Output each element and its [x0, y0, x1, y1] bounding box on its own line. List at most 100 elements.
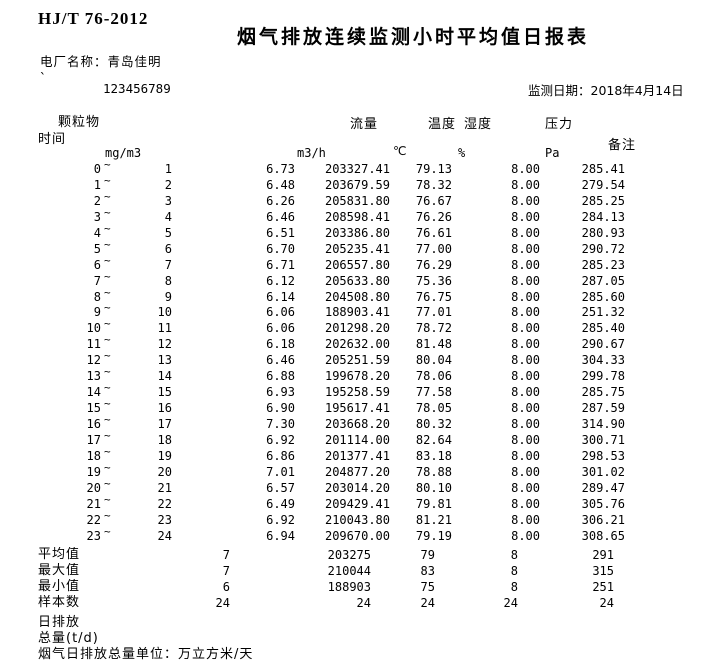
- pressure-cell: 301.02: [581, 464, 625, 479]
- pressure-cell: 251.32: [581, 305, 625, 320]
- hour-end-cell: 7: [164, 257, 172, 272]
- table-row: 18 ~19 6.86 201377.41 83.18 8.00 298.53: [0, 449, 726, 465]
- flow-cell: 188903.41: [324, 305, 390, 320]
- humidity-cell: 8.00: [511, 401, 540, 416]
- tilde-mark: ~: [104, 162, 111, 171]
- flow-cell: 204877.20: [324, 464, 390, 479]
- table-row: 12 ~13 6.46 205251.59 80.04 8.00 304.33: [0, 353, 726, 369]
- temp-cell: 81.21: [415, 512, 452, 527]
- dust-cell: 6.06: [266, 305, 295, 320]
- table-row: 3 ~4 6.46 208598.41 76.26 8.00 284.13: [0, 210, 726, 226]
- hour-start-cell: 4: [93, 225, 101, 240]
- dust-cell: 6.92: [266, 512, 295, 527]
- hour-end-cell: 2: [164, 177, 172, 192]
- hour-end-cell: 6: [164, 241, 172, 256]
- column-header-flow: 流量: [350, 117, 379, 132]
- humidity-cell: 8.00: [511, 480, 540, 495]
- temp-cell: 77.58: [415, 385, 452, 400]
- hour-end-cell: 10: [157, 305, 172, 320]
- summary-value: 6: [222, 580, 230, 594]
- flow-cell: 206557.80: [324, 257, 390, 272]
- remark-cell: [625, 305, 726, 321]
- pressure-cell: 306.21: [581, 512, 625, 527]
- hour-start-cell: 19: [86, 464, 101, 479]
- remark-cell: [625, 385, 726, 401]
- hour-start-cell: 23: [86, 528, 101, 543]
- summary-value: 315: [592, 564, 614, 578]
- table-row: 19 ~20 7.01 204877.20 78.88 8.00 301.02: [0, 465, 726, 481]
- flow-cell: 208598.41: [324, 209, 390, 224]
- remark-cell: [625, 353, 726, 369]
- pressure-cell: 285.25: [581, 193, 625, 208]
- hour-end-cell: 24: [157, 528, 172, 543]
- tilde-cell: ~: [101, 290, 114, 306]
- tilde-mark: ~: [104, 369, 111, 379]
- summary-value: 291: [592, 548, 614, 562]
- dust-cell: 6.70: [266, 241, 295, 256]
- flow-cell: 210043.80: [324, 512, 390, 527]
- humidity-cell: 8.00: [511, 321, 540, 336]
- temp-cell: 76.67: [415, 193, 452, 208]
- pressure-cell: 285.40: [581, 321, 625, 336]
- dust-cell: 7.01: [266, 464, 295, 479]
- hour-start-cell: 17: [86, 432, 101, 447]
- dust-cell: 6.90: [266, 401, 295, 416]
- tilde-cell: ~: [101, 369, 114, 385]
- hour-end-cell: 16: [157, 401, 172, 416]
- dust-cell: 7.30: [266, 417, 295, 431]
- tilde-cell: ~: [101, 353, 114, 369]
- summary-rows: 平均值 7 203275 79 8 291 最大值 7 210044 83 8 315 最小值 6 1889…: [0, 547, 726, 611]
- tilde-cell: ~: [101, 178, 114, 194]
- pressure-cell: 279.54: [581, 177, 625, 192]
- remark-cell: [625, 433, 726, 449]
- table-row: 13 ~14 6.88 199678.20 78.06 8.00 299.78: [0, 369, 726, 385]
- tilde-cell: ~: [101, 210, 114, 226]
- humidity-cell: 8.00: [511, 353, 540, 368]
- temp-cell: 80.32: [415, 417, 452, 431]
- flow-cell: 205633.80: [324, 273, 390, 288]
- tilde-cell: ~: [101, 497, 114, 513]
- column-header-dust: 颗粒物: [58, 115, 101, 130]
- humidity-cell: 8.00: [511, 369, 540, 384]
- summary-value: 251: [592, 580, 614, 594]
- dust-cell: 6.71: [266, 257, 295, 272]
- temp-cell: 76.26: [415, 209, 452, 224]
- table-row: 22 ~23 6.92 210043.80 81.21 8.00 306.21: [0, 513, 726, 529]
- hourly-data-table: 0 ~1 6.73 203327.41 79.13 8.00 285.41 1 ~2 6.48 20…: [0, 162, 726, 545]
- hour-start-cell: 21: [86, 496, 101, 511]
- summary-value: 24: [420, 596, 435, 610]
- temp-cell: 79.81: [415, 496, 452, 511]
- remark-cell: [625, 321, 726, 337]
- column-header-temp: 温度: [428, 117, 457, 132]
- temp-cell: 79.13: [415, 162, 452, 176]
- humidity-cell: 8.00: [511, 496, 540, 511]
- tilde-mark: ~: [104, 193, 111, 203]
- table-row: 7 ~8 6.12 205633.80 75.36 8.00 287.05: [0, 274, 726, 290]
- dust-cell: 6.26: [266, 193, 295, 208]
- remark-cell: [625, 529, 726, 545]
- dust-cell: 6.12: [266, 273, 295, 288]
- pressure-cell: 284.13: [581, 209, 625, 224]
- pressure-cell: 314.90: [581, 417, 625, 431]
- flow-cell: 203668.20: [324, 417, 390, 431]
- table-row: 0 ~1 6.73 203327.41 79.13 8.00 285.41: [0, 162, 726, 178]
- tilde-cell: ~: [101, 417, 114, 433]
- unit-pressure: Pa: [545, 146, 560, 160]
- remark-cell: [625, 258, 726, 274]
- hour-start-cell: 18: [86, 448, 101, 463]
- temp-cell: 80.10: [415, 480, 452, 495]
- pressure-cell: 285.23: [581, 257, 625, 272]
- flow-cell: 205235.41: [324, 241, 390, 256]
- flow-cell: 205251.59: [324, 353, 390, 368]
- unit-dust: mg/m3: [105, 146, 142, 160]
- pressure-cell: 289.47: [581, 480, 625, 495]
- tilde-mark: ~: [104, 496, 111, 506]
- remark-cell: [625, 242, 726, 258]
- remark-cell: [625, 178, 726, 194]
- flow-cell: 203679.59: [324, 177, 390, 192]
- summary-value: 203275: [327, 548, 371, 562]
- flow-cell: 201114.00: [324, 432, 390, 447]
- pressure-cell: 285.60: [581, 289, 625, 304]
- dust-cell: 6.73: [266, 162, 295, 176]
